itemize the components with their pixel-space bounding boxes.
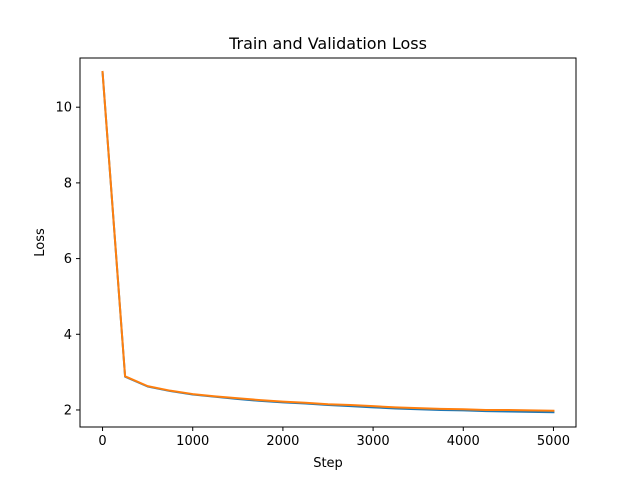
x-tick-label: 0	[98, 434, 106, 449]
chart-title: Train and Validation Loss	[228, 34, 427, 53]
y-tick-label: 10	[55, 101, 72, 116]
y-tick-label: 6	[64, 252, 72, 267]
x-tick-label: 2000	[266, 434, 299, 449]
lines-layer	[101, 70, 555, 414]
y-tick-label: 4	[64, 328, 72, 343]
y-axis-label: Loss	[33, 228, 48, 257]
series-line-2	[101, 70, 555, 412]
x-tick-label: 5000	[537, 434, 570, 449]
y-tick-label: 8	[64, 176, 72, 191]
ticks-layer: 0 1000 2000 3000 4000 5000 2 4 6 8 10	[55, 101, 570, 449]
x-axis-label: Step	[313, 456, 343, 471]
x-tick-label: 4000	[447, 434, 480, 449]
plot-frame	[79, 57, 577, 428]
x-tick-label: 1000	[176, 434, 209, 449]
x-tick-label: 3000	[357, 434, 390, 449]
y-tick-label: 2	[64, 403, 72, 418]
